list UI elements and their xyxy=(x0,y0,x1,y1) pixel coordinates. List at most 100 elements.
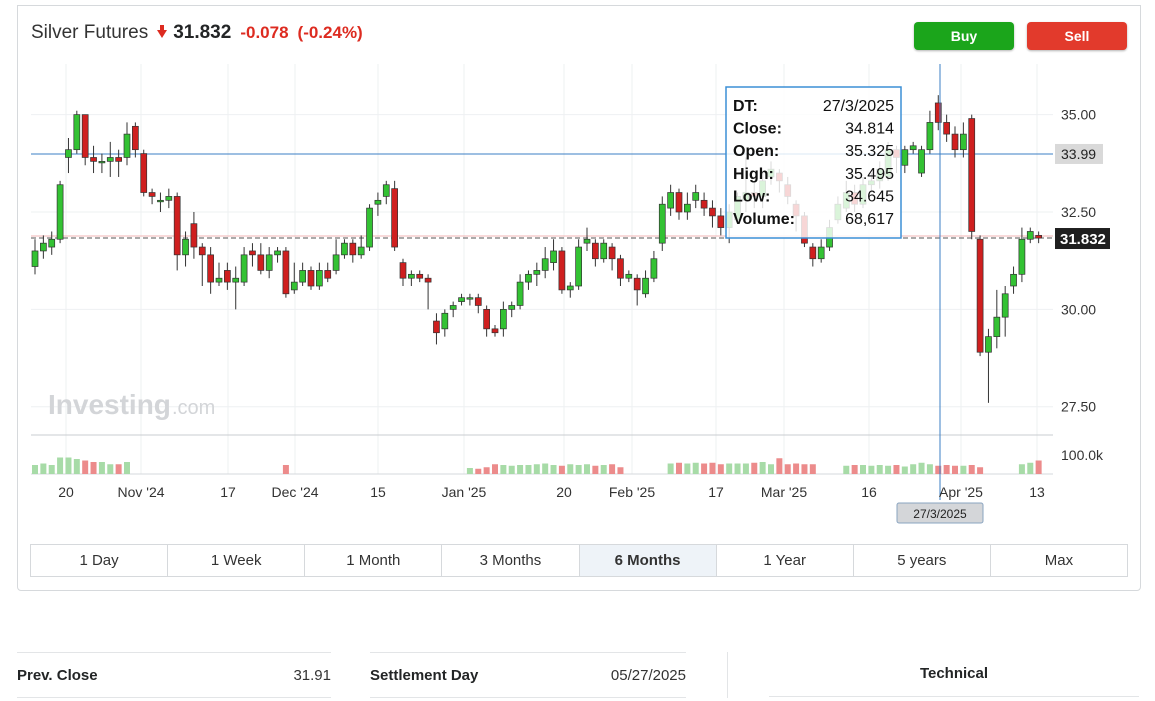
volume-bar xyxy=(784,464,791,474)
prev-close-value: 31.91 xyxy=(293,666,331,684)
crosshair-price-label: 33.99 xyxy=(1061,146,1096,162)
volume-bar xyxy=(48,465,55,474)
range-1-year[interactable]: 1 Year xyxy=(717,545,854,576)
candle-body xyxy=(1010,273,1017,287)
candle-body xyxy=(1026,231,1034,240)
candle-body xyxy=(608,246,616,260)
buy-button[interactable]: Buy xyxy=(914,22,1014,50)
range-max[interactable]: Max xyxy=(1044,552,1074,569)
range-1-week[interactable]: 1 Week xyxy=(168,545,306,576)
candle-body xyxy=(299,270,306,283)
volume-bar xyxy=(885,465,892,474)
x-tick-label: Feb '25 xyxy=(609,484,655,500)
candle-body xyxy=(56,184,64,240)
candle-body xyxy=(709,207,716,217)
volume-bar xyxy=(525,465,532,474)
candle-body xyxy=(968,118,976,232)
candle-body xyxy=(190,223,198,248)
range-6-months[interactable]: 6 Months xyxy=(579,545,717,576)
volume-bar xyxy=(550,465,557,474)
volume-bar xyxy=(793,463,800,474)
crosshair-date-badge xyxy=(896,502,984,524)
candle-body xyxy=(341,242,348,256)
volume-bar xyxy=(926,464,933,474)
volume-bar xyxy=(952,465,958,474)
volume-bar xyxy=(600,465,607,474)
range-1-month[interactable]: 1 Month xyxy=(305,545,443,576)
volume-bar xyxy=(726,463,733,474)
candle-body xyxy=(48,238,56,248)
candle-body xyxy=(1018,238,1026,275)
candle-body xyxy=(458,297,465,302)
candle-body xyxy=(382,184,390,197)
candle-body xyxy=(165,196,173,201)
volume-bar xyxy=(943,465,950,474)
candle-body xyxy=(474,297,482,306)
candle-body xyxy=(566,285,574,291)
tooltip-label: Low: xyxy=(733,188,770,205)
volume-bar xyxy=(90,462,97,474)
volume-bar xyxy=(684,463,691,474)
candle-body xyxy=(600,242,608,260)
volume-bar xyxy=(98,462,105,474)
candle-body xyxy=(575,246,582,287)
range-5-years[interactable]: 5 years xyxy=(854,545,991,576)
candle-body xyxy=(1035,235,1042,239)
candle-body xyxy=(466,297,474,300)
x-tick-label: Dec '24 xyxy=(271,484,318,500)
candle-body xyxy=(642,277,649,295)
sell-button[interactable]: Sell xyxy=(1027,22,1127,50)
candle-body xyxy=(700,199,708,209)
tooltip-label: Close: xyxy=(733,121,782,138)
candle-body xyxy=(224,270,231,283)
candle-body xyxy=(182,238,189,256)
volume-bar xyxy=(717,464,724,474)
volume-bar xyxy=(751,462,758,474)
candle-body xyxy=(408,273,415,279)
y-tick-label: 32.50 xyxy=(1061,204,1096,220)
volume-bar xyxy=(500,465,507,474)
tooltip-label: High: xyxy=(733,166,774,183)
tooltip-label: DT: xyxy=(733,98,758,115)
x-tick-label: 13 xyxy=(1029,484,1045,500)
volume-bar xyxy=(667,463,674,474)
volume-bar xyxy=(609,464,616,474)
candle-body xyxy=(650,258,658,279)
candle-body xyxy=(817,246,825,260)
volume-bar xyxy=(533,464,540,474)
volume-bar xyxy=(893,465,900,474)
candle-body xyxy=(550,250,557,263)
price-chart[interactable]: Investing .com DT: 27/3/2025 Close: 34.814 Ope… xyxy=(0,0,1155,540)
range-3-months[interactable]: 3 Months xyxy=(442,545,580,576)
candle-body xyxy=(132,125,139,151)
candle-body xyxy=(274,250,281,256)
candle-body xyxy=(399,262,407,279)
settlement-row: Settlement Day 05/27/2025 xyxy=(370,652,686,698)
candle-body xyxy=(960,133,967,151)
crosshair-date-label: 27/3/2025 xyxy=(913,507,967,521)
candle-body xyxy=(951,133,959,151)
volume-bar xyxy=(107,464,114,474)
range-1-day[interactable]: 1 Day xyxy=(31,545,169,576)
volume-bar xyxy=(475,468,482,474)
x-tick-label: Jan '25 xyxy=(442,484,487,500)
candle-body xyxy=(98,161,106,164)
volume-bar xyxy=(57,457,64,474)
candle-body xyxy=(985,336,992,353)
volume-bar xyxy=(776,458,783,474)
volume-bar xyxy=(734,463,741,474)
watermark-logo: Investing xyxy=(48,389,171,420)
x-tick-label: Mar '25 xyxy=(761,484,807,500)
x-tick-label: 17 xyxy=(220,484,236,500)
volume-bar xyxy=(910,464,917,474)
instrument-header: Silver Futures 31.832 -0.078 (-0.24%) xyxy=(31,20,363,46)
candle-body xyxy=(148,192,156,197)
candle-body xyxy=(316,270,323,287)
volume-bar xyxy=(1018,464,1025,474)
watermark-logo-suffix: .com xyxy=(172,397,215,419)
last-price-badge xyxy=(1055,228,1110,250)
candle-body xyxy=(332,254,340,271)
technical-tab[interactable]: Technical xyxy=(769,650,1139,697)
volume-bar xyxy=(508,465,515,474)
tooltip-value: 35.495 xyxy=(845,166,894,183)
